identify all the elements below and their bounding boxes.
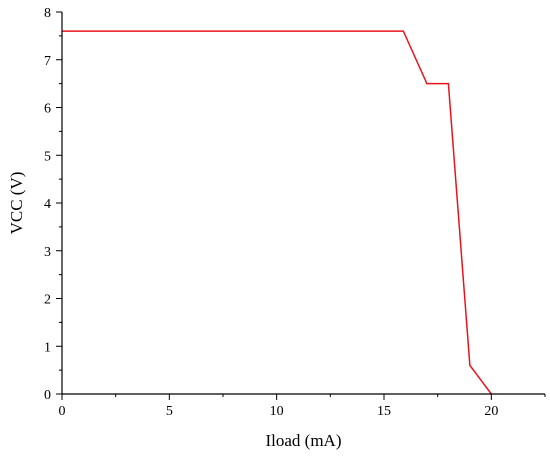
y-tick-label: 1 xyxy=(44,340,51,355)
y-tick-label: 7 xyxy=(44,54,51,69)
x-tick-label: 15 xyxy=(377,404,391,419)
y-tick-label: 5 xyxy=(44,149,51,164)
y-tick-label: 3 xyxy=(44,245,51,260)
y-tick-label: 8 xyxy=(44,6,51,21)
y-axis-title: VCC (V) xyxy=(7,172,26,235)
x-tick-label: 20 xyxy=(484,404,498,419)
series-line-0 xyxy=(62,30,492,395)
y-tick-label: 0 xyxy=(44,388,51,403)
x-axis-title: Iload (mA) xyxy=(265,431,341,450)
y-tick-label: 2 xyxy=(44,293,51,308)
plot-area xyxy=(62,30,492,395)
x-tick-label: 10 xyxy=(270,404,284,419)
x-tick-label: 0 xyxy=(59,404,66,419)
y-tick-label: 6 xyxy=(44,102,51,117)
axes: 0 5 10 15 20 0 1 2 3 4 5 6 7 8 xyxy=(44,6,546,419)
x-tick-label: 5 xyxy=(166,404,173,419)
y-tick-label: 4 xyxy=(44,197,51,212)
